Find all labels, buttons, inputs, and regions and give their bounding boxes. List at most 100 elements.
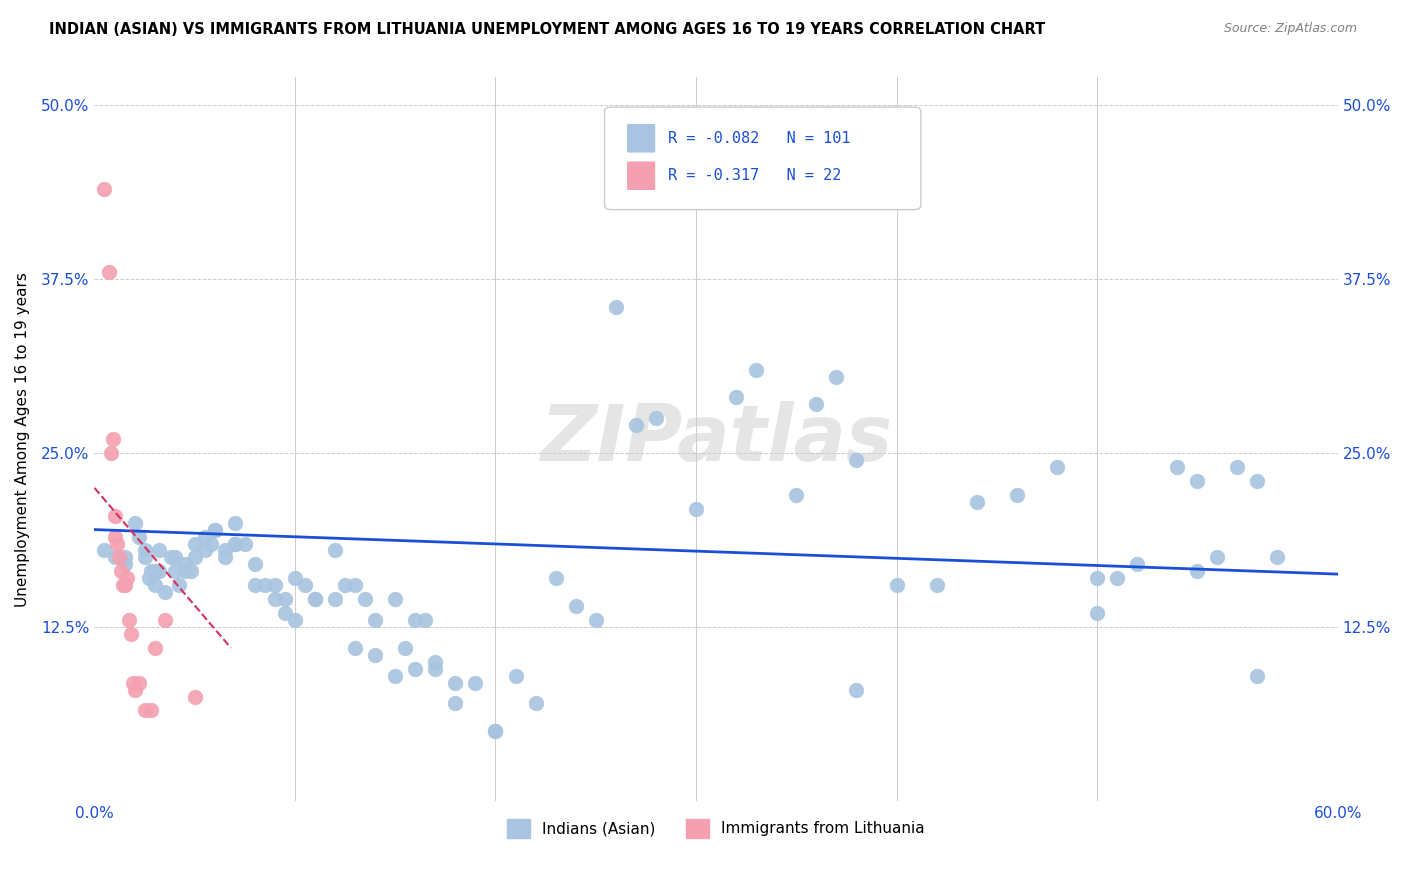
Point: [304, 592, 326, 607]
Point: [115, 571, 138, 585]
Point: [886, 578, 908, 592]
Point: [121, 675, 143, 690]
Point: [1166, 460, 1188, 475]
Y-axis label: Unemployment Among Ages 16 to 19 years: Unemployment Among Ages 16 to 19 years: [15, 272, 30, 607]
Point: [114, 558, 136, 572]
Point: [117, 613, 139, 627]
Point: [725, 391, 748, 405]
Point: [284, 571, 307, 585]
Point: [294, 578, 316, 592]
Point: [344, 640, 367, 655]
Point: [354, 592, 377, 607]
Point: [344, 578, 367, 592]
Point: [264, 578, 287, 592]
Point: [624, 418, 647, 433]
Text: R = -0.082   N = 101: R = -0.082 N = 101: [668, 131, 851, 145]
Point: [605, 300, 627, 314]
Point: [124, 516, 146, 530]
Point: [100, 446, 122, 460]
Point: [806, 397, 828, 411]
Point: [101, 432, 124, 446]
Point: [93, 543, 115, 558]
Point: [124, 682, 146, 697]
Point: [148, 543, 170, 558]
Point: [484, 724, 506, 739]
Point: [214, 550, 236, 565]
Point: [200, 536, 222, 550]
Point: [645, 411, 668, 425]
Point: [173, 565, 195, 579]
Point: [103, 550, 125, 565]
Point: [1206, 550, 1229, 565]
Point: [173, 558, 195, 572]
Point: [143, 640, 166, 655]
Point: [524, 697, 547, 711]
Text: Source: ZipAtlas.com: Source: ZipAtlas.com: [1223, 22, 1357, 36]
Point: [134, 543, 156, 558]
Point: [243, 578, 266, 592]
Point: [323, 592, 346, 607]
Point: [204, 523, 226, 537]
Point: [183, 536, 205, 550]
Point: [966, 495, 988, 509]
Point: [685, 501, 707, 516]
Point: [138, 571, 160, 585]
Point: [845, 682, 868, 697]
Point: [384, 592, 406, 607]
Point: [1187, 565, 1209, 579]
Legend: Indians (Asian), Immigrants from Lithuania: Indians (Asian), Immigrants from Lithuan…: [501, 813, 931, 844]
Point: [163, 565, 186, 579]
Point: [413, 613, 436, 627]
Point: [159, 550, 181, 565]
Point: [194, 543, 217, 558]
Point: [484, 724, 506, 739]
Point: [253, 578, 276, 592]
Point: [204, 523, 226, 537]
Point: [180, 565, 202, 579]
Point: [505, 668, 527, 682]
Point: [274, 592, 297, 607]
Point: [1267, 550, 1289, 565]
Point: [128, 675, 150, 690]
Point: [224, 516, 246, 530]
Point: [425, 662, 447, 676]
Point: [128, 530, 150, 544]
Point: [1187, 474, 1209, 488]
Text: ZIPatlas: ZIPatlas: [540, 401, 893, 477]
Point: [214, 543, 236, 558]
Point: [183, 690, 205, 704]
Point: [785, 488, 807, 502]
Point: [404, 613, 426, 627]
Point: [564, 599, 586, 613]
Point: [114, 550, 136, 565]
Point: [333, 578, 356, 592]
Point: [233, 536, 256, 550]
Point: [111, 578, 134, 592]
Point: [1126, 558, 1149, 572]
Point: [1107, 571, 1129, 585]
Point: [1226, 460, 1249, 475]
Point: [845, 453, 868, 467]
Point: [323, 543, 346, 558]
Point: [464, 675, 486, 690]
Point: [114, 578, 136, 592]
Point: [194, 530, 217, 544]
Point: [544, 571, 567, 585]
Point: [134, 550, 156, 565]
Point: [148, 565, 170, 579]
Text: INDIAN (ASIAN) VS IMMIGRANTS FROM LITHUANIA UNEMPLOYMENT AMONG AGES 16 TO 19 YEA: INDIAN (ASIAN) VS IMMIGRANTS FROM LITHUA…: [49, 22, 1046, 37]
Point: [93, 182, 115, 196]
Point: [394, 640, 416, 655]
Point: [120, 627, 142, 641]
Point: [1246, 668, 1268, 682]
Point: [153, 585, 176, 599]
Point: [139, 565, 162, 579]
Point: [304, 592, 326, 607]
Point: [364, 613, 387, 627]
Point: [110, 565, 132, 579]
Point: [745, 362, 768, 376]
Point: [284, 613, 307, 627]
Point: [825, 369, 848, 384]
Point: [134, 703, 156, 717]
Point: [243, 558, 266, 572]
